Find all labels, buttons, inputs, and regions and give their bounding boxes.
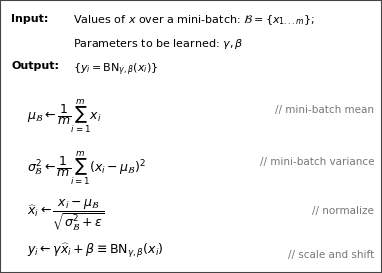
Text: // normalize: // normalize — [312, 206, 374, 216]
Text: Input:: Input: — [11, 14, 49, 24]
Text: $\widehat{x}_i \leftarrow \dfrac{x_i - \mu_\mathcal{B}}{\sqrt{\sigma_\mathcal{B}: $\widehat{x}_i \leftarrow \dfrac{x_i - \… — [27, 198, 104, 233]
Text: // mini-batch mean: // mini-batch mean — [275, 105, 374, 115]
Text: Parameters to be learned: $\gamma, \beta$: Parameters to be learned: $\gamma, \beta… — [73, 37, 243, 51]
Text: $\{y_i = \mathrm{BN}_{\gamma,\beta}(x_i)\}$: $\{y_i = \mathrm{BN}_{\gamma,\beta}(x_i)… — [73, 61, 158, 78]
Text: Values of $x$ over a mini-batch: $\mathcal{B} = \{x_{1...m}\}$;: Values of $x$ over a mini-batch: $\mathc… — [73, 14, 315, 28]
Text: Output:: Output: — [11, 61, 60, 72]
Text: $\mu_\mathcal{B} \leftarrow \dfrac{1}{m}\sum_{i=1}^{m} x_i$: $\mu_\mathcal{B} \leftarrow \dfrac{1}{m}… — [27, 97, 101, 135]
Text: $\sigma_\mathcal{B}^2 \leftarrow \dfrac{1}{m}\sum_{i=1}^{m}(x_i - \mu_\mathcal{B: $\sigma_\mathcal{B}^2 \leftarrow \dfrac{… — [27, 149, 146, 186]
Text: $y_i \leftarrow \gamma\widehat{x}_i + \beta \equiv \mathrm{BN}_{\gamma,\beta}(x_: $y_i \leftarrow \gamma\widehat{x}_i + \b… — [27, 242, 163, 260]
Text: // mini-batch variance: // mini-batch variance — [260, 157, 374, 167]
Text: // scale and shift: // scale and shift — [288, 250, 374, 260]
